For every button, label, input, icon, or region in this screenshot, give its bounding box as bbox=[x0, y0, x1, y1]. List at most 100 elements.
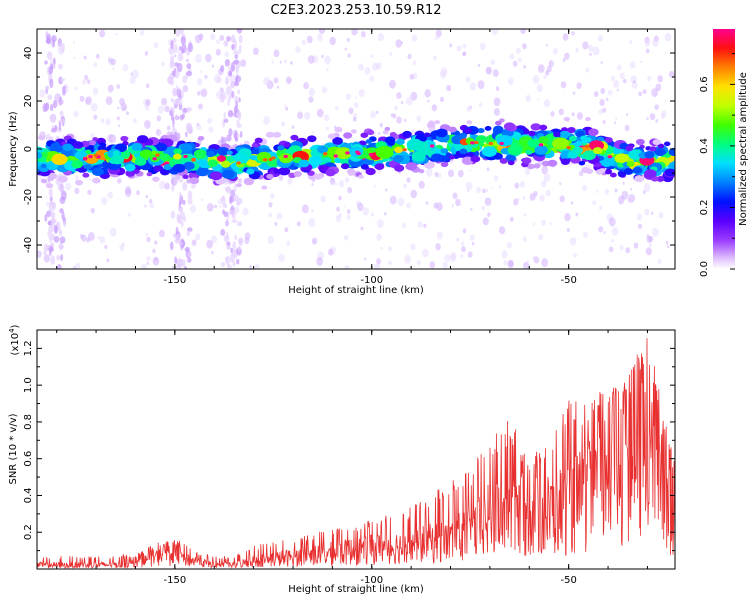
noise-speckle bbox=[467, 251, 473, 258]
noise-speckle bbox=[370, 54, 374, 59]
noise-streak bbox=[186, 63, 192, 69]
noise-speckle bbox=[608, 217, 616, 227]
noise-speckle bbox=[588, 44, 594, 52]
band-cell bbox=[277, 145, 285, 151]
band-cell bbox=[84, 164, 92, 170]
noise-speckle bbox=[104, 244, 108, 250]
noise-speckle bbox=[645, 247, 653, 256]
band-cell bbox=[321, 156, 332, 164]
band-cell bbox=[507, 160, 515, 166]
noise-speckle bbox=[271, 60, 274, 64]
noise-streak bbox=[186, 229, 191, 237]
noise-speckle bbox=[312, 130, 315, 134]
band-cell bbox=[207, 159, 219, 167]
band-cell bbox=[547, 159, 558, 167]
noise-speckle bbox=[436, 202, 443, 211]
noise-streak bbox=[219, 92, 225, 103]
noise-streak bbox=[178, 241, 183, 246]
noise-speckle bbox=[450, 251, 457, 260]
band-cell bbox=[604, 137, 613, 143]
noise-speckle bbox=[492, 69, 499, 78]
noise-streak bbox=[184, 247, 190, 253]
noise-speckle bbox=[86, 79, 91, 85]
band-cell bbox=[411, 151, 426, 162]
noise-speckle bbox=[642, 190, 646, 195]
noise-streak bbox=[226, 35, 231, 42]
noise-streak bbox=[236, 197, 243, 205]
noise-speckle bbox=[599, 205, 603, 211]
noise-speckle bbox=[633, 80, 636, 84]
noise-speckle bbox=[200, 88, 208, 98]
noise-speckle bbox=[145, 232, 149, 237]
band-cell bbox=[657, 143, 665, 149]
noise-streak bbox=[175, 264, 182, 269]
noise-speckle bbox=[437, 173, 442, 178]
noise-speckle bbox=[373, 184, 376, 188]
noise-speckle bbox=[412, 60, 417, 65]
band-cell bbox=[527, 130, 536, 137]
band-cell bbox=[163, 164, 172, 171]
band-cell bbox=[539, 124, 548, 131]
band-cell bbox=[644, 169, 657, 178]
noise-speckle bbox=[194, 53, 202, 64]
band-cell bbox=[572, 146, 583, 155]
noise-speckle bbox=[522, 236, 527, 242]
noise-speckle bbox=[316, 108, 324, 118]
noise-speckle bbox=[351, 29, 358, 36]
noise-speckle bbox=[219, 34, 225, 41]
noise-speckle bbox=[132, 118, 137, 124]
noise-speckle bbox=[39, 89, 46, 98]
band-cell bbox=[249, 149, 259, 156]
snr-plot-area bbox=[37, 338, 675, 569]
noise-speckle bbox=[146, 236, 151, 243]
band-cell bbox=[384, 136, 396, 144]
noise-speckle bbox=[548, 60, 554, 68]
noise-speckle bbox=[523, 261, 530, 269]
band-cell bbox=[220, 160, 231, 168]
band-cell bbox=[521, 157, 532, 165]
noise-streak bbox=[176, 213, 181, 223]
noise-speckle bbox=[308, 217, 316, 228]
band-cell bbox=[563, 116, 571, 122]
noise-speckle bbox=[411, 34, 418, 42]
y-tick-label: -20 bbox=[23, 189, 34, 205]
band-cell bbox=[153, 167, 161, 172]
noise-speckle bbox=[219, 87, 224, 93]
noise-speckle bbox=[358, 88, 365, 97]
noise-speckle bbox=[316, 257, 324, 266]
noise-speckle bbox=[144, 204, 147, 208]
noise-speckle bbox=[558, 108, 564, 116]
noise-speckle bbox=[491, 29, 498, 36]
noise-speckle bbox=[116, 84, 121, 89]
noise-speckle bbox=[345, 93, 351, 101]
noise-speckle bbox=[99, 29, 106, 38]
noise-speckle bbox=[616, 88, 619, 92]
noise-streak bbox=[46, 85, 50, 91]
noise-speckle bbox=[237, 177, 243, 184]
noise-speckle bbox=[657, 258, 662, 264]
band-cell bbox=[365, 139, 373, 144]
band-cell bbox=[92, 137, 98, 142]
noise-speckle bbox=[164, 182, 170, 190]
band-cell bbox=[84, 149, 92, 155]
noise-speckle bbox=[360, 30, 366, 38]
noise-speckle bbox=[195, 233, 201, 241]
noise-streak bbox=[56, 263, 62, 269]
noise-streak bbox=[187, 251, 192, 258]
noise-speckle bbox=[432, 55, 437, 61]
noise-speckle bbox=[90, 207, 95, 214]
band-cell bbox=[350, 129, 357, 134]
spectrogram-heatmap bbox=[37, 29, 675, 269]
noise-speckle bbox=[200, 70, 203, 74]
noise-speckle bbox=[471, 241, 475, 246]
band-cell bbox=[538, 136, 549, 144]
band-cell bbox=[374, 163, 385, 170]
noise-speckle bbox=[611, 227, 619, 236]
noise-speckle bbox=[117, 106, 120, 110]
noise-speckle bbox=[217, 199, 222, 205]
band-peak bbox=[152, 157, 157, 161]
band-cell bbox=[534, 145, 548, 155]
noise-speckle bbox=[329, 177, 336, 185]
band-cell bbox=[120, 135, 129, 142]
noise-speckle bbox=[644, 208, 650, 216]
